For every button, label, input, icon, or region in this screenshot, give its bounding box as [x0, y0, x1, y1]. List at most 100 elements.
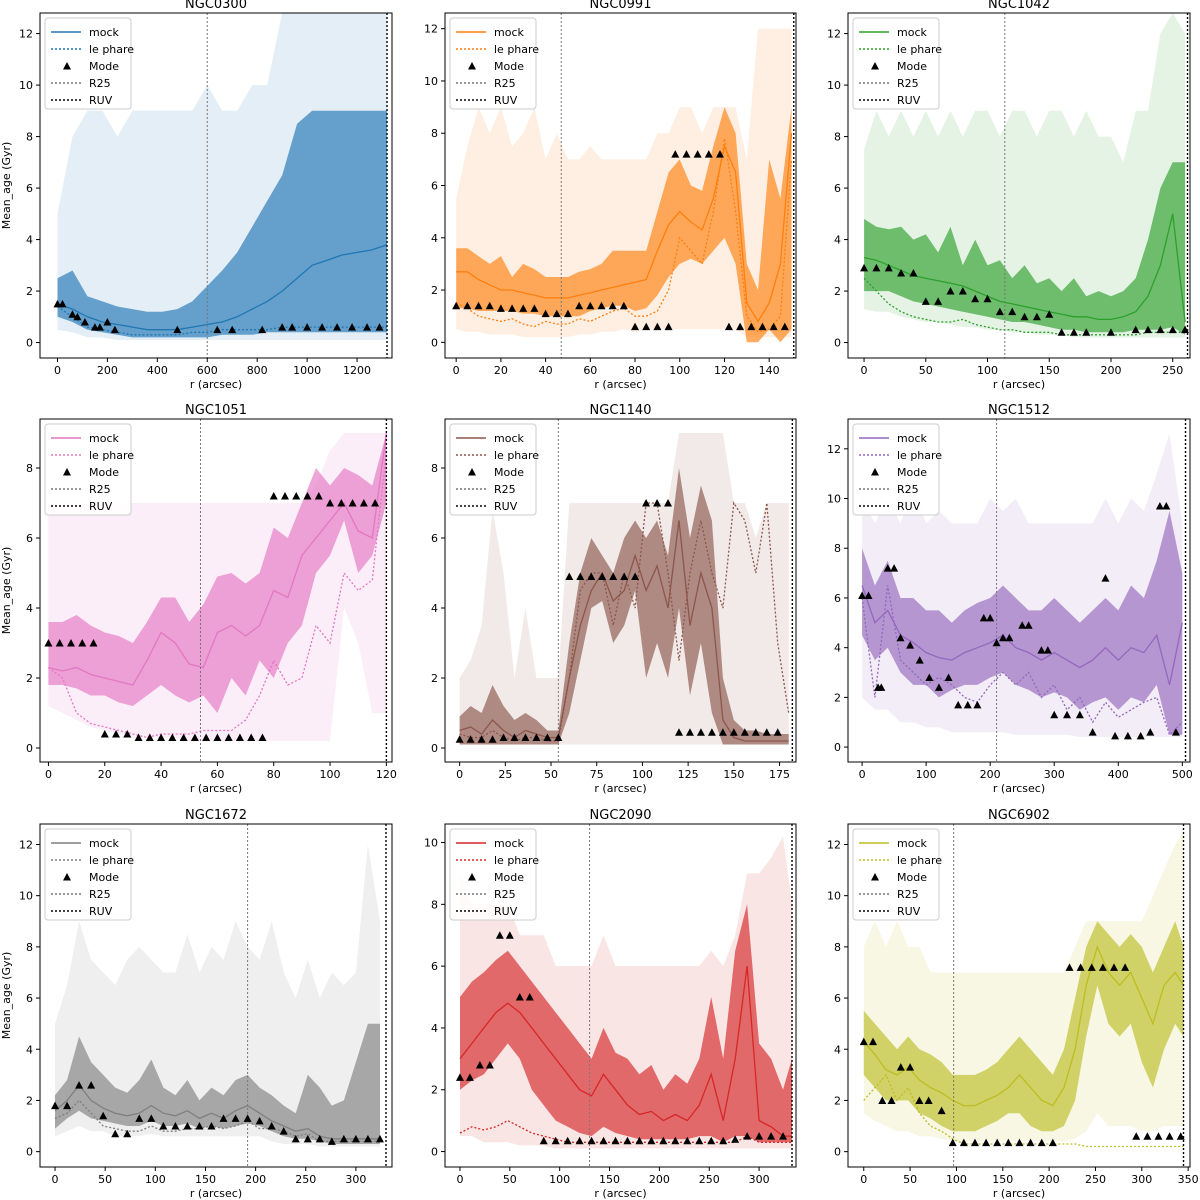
x-tick-label: 100 — [669, 364, 690, 377]
mode-marker — [1171, 728, 1180, 736]
mode-marker — [474, 301, 483, 310]
mode-marker — [1088, 728, 1097, 736]
mode-marker — [1098, 963, 1107, 971]
mode-marker — [1065, 963, 1074, 971]
mode-marker — [729, 728, 738, 736]
mode-marker — [877, 683, 886, 691]
x-tick-label: 250 — [1085, 1173, 1106, 1186]
mock-line — [456, 133, 793, 323]
mode-marker — [609, 572, 618, 580]
mode-marker — [575, 301, 584, 310]
mode-marker — [171, 1122, 180, 1130]
mode-marker — [326, 499, 335, 507]
mode-marker — [884, 263, 893, 272]
mode-marker — [44, 639, 53, 647]
mode-marker — [736, 322, 745, 331]
legend-label: le phare — [89, 854, 134, 867]
mode-marker — [258, 733, 267, 741]
legend-label: RUV — [494, 500, 518, 513]
mode-marker — [642, 322, 651, 331]
mode-marker — [858, 591, 867, 599]
mode-marker — [671, 1136, 680, 1145]
mode-marker — [635, 1136, 644, 1145]
x-tick-label: 300 — [345, 1173, 366, 1186]
mode-marker — [1004, 1138, 1013, 1147]
x-tick-label: 80 — [267, 768, 281, 781]
mode-marker — [906, 641, 915, 649]
mode-marker — [915, 656, 924, 664]
x-tick-label: 400 — [147, 364, 168, 377]
chart-panel-ngc1512: 0 100 200 300 400 500 0 2 4 6 8 10 12 NGC1512 r (arcse… — [827, 403, 1193, 795]
x-tick-label: 150 — [992, 1173, 1013, 1186]
mode-marker — [1057, 328, 1066, 336]
x-tick-label: 0 — [456, 1173, 463, 1186]
mode-marker — [243, 1114, 252, 1122]
y-tick-label: 0 — [26, 337, 33, 350]
mode-marker — [541, 309, 550, 318]
inner-range-band — [863, 921, 1184, 1132]
y-tick-label: 12 — [424, 23, 438, 36]
mode-marker — [315, 1134, 324, 1143]
mode-marker — [769, 322, 778, 331]
le-phare-line — [459, 1119, 792, 1143]
y-tick-label: 0 — [431, 742, 438, 755]
legend-label: mock — [897, 432, 927, 445]
mode-marker — [112, 730, 121, 738]
legend-label: le phare — [89, 43, 134, 56]
legend-label: Mode — [897, 466, 927, 479]
mode-marker — [303, 323, 312, 331]
legend-mode-marker — [468, 873, 476, 881]
mode-marker — [986, 613, 995, 622]
mode-marker — [755, 1132, 764, 1140]
x-tick-label: 40 — [154, 768, 168, 781]
x-tick-label: 500 — [1172, 768, 1193, 781]
mode-marker — [543, 733, 552, 741]
y-tick-label: 12 — [827, 443, 841, 456]
mode-marker — [475, 1061, 484, 1069]
mode-marker — [505, 931, 514, 939]
mode-marker — [599, 1136, 608, 1145]
inner-range-band — [48, 433, 387, 713]
mode-marker — [530, 304, 539, 312]
chart-title: NGC1051 — [185, 403, 247, 418]
mode-marker — [1155, 501, 1164, 510]
mode-marker — [1037, 1138, 1046, 1147]
mode-marker — [998, 633, 1007, 642]
chart-title: NGC1672 — [185, 808, 247, 823]
mode-marker — [213, 733, 222, 741]
mode-marker — [1069, 328, 1078, 336]
mode-marker — [983, 294, 992, 303]
legend-label: R25 — [89, 483, 111, 496]
x-tick-label: 100 — [946, 1173, 967, 1186]
mode-marker — [747, 322, 756, 331]
mode-marker — [455, 735, 464, 743]
mock-line — [57, 244, 388, 331]
y-tick-label: 0 — [834, 337, 841, 350]
plot-area — [53, 13, 388, 358]
y-tick-label: 8 — [26, 462, 33, 475]
x-tick-label: 300 — [749, 1173, 770, 1186]
legend-label: RUV — [89, 500, 113, 513]
mode-marker — [508, 304, 517, 312]
mode-marker — [1024, 621, 1033, 629]
mode-marker — [488, 735, 497, 743]
mode-marker — [145, 733, 154, 741]
mode-marker — [363, 1134, 372, 1143]
mode-marker — [75, 1081, 84, 1089]
axes-frame — [847, 12, 1191, 359]
mode-marker — [779, 1132, 788, 1140]
mode-marker — [452, 301, 461, 310]
legend-label: R25 — [494, 483, 516, 496]
mode-marker — [258, 325, 267, 334]
mode-marker — [915, 1096, 924, 1104]
mode-marker — [1146, 728, 1155, 736]
mode-marker — [495, 931, 504, 939]
y-tick-label: 12 — [827, 838, 841, 851]
y-tick-label: 0 — [431, 336, 438, 349]
mode-marker — [859, 1037, 868, 1046]
legend-label: R25 — [494, 888, 516, 901]
y-tick-label: 4 — [834, 234, 841, 247]
mode-marker — [970, 1138, 979, 1147]
y-tick-label: 8 — [834, 941, 841, 954]
y-tick-label: 4 — [431, 232, 438, 245]
